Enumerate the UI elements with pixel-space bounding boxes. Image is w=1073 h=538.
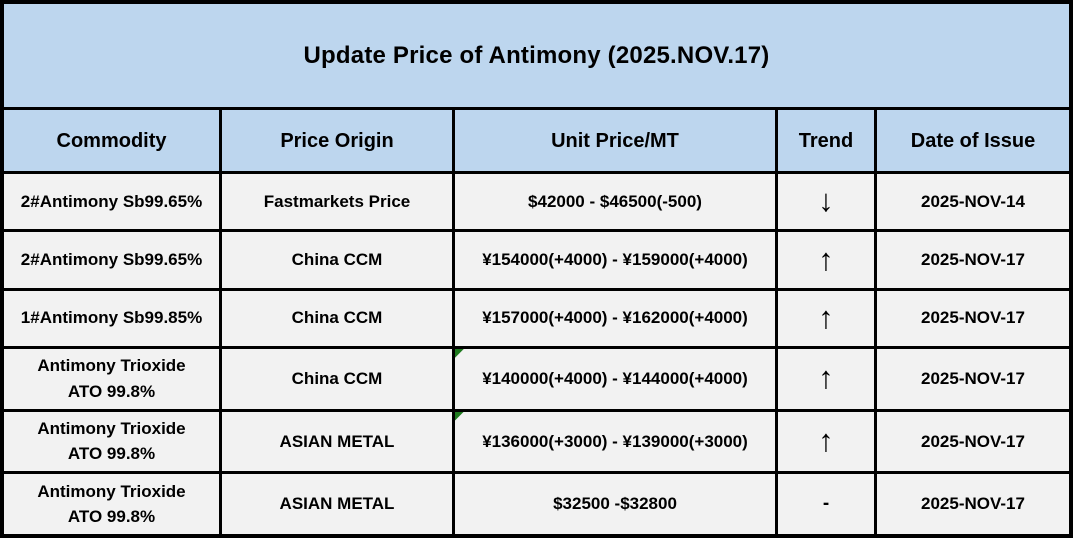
date-label: 2025-NOV-17 bbox=[921, 308, 1025, 328]
date-cell: 2025-NOV-17 bbox=[877, 474, 1069, 534]
origin-cell: ASIAN METAL bbox=[222, 474, 455, 534]
commodity-line: ATO 99.8% bbox=[67, 381, 156, 401]
trend-down-icon: ↓ bbox=[818, 183, 834, 219]
column-header-date: Date of Issue bbox=[910, 129, 1036, 152]
origin-label: ASIAN METAL bbox=[279, 494, 395, 514]
cell-flag-icon bbox=[455, 411, 464, 421]
date-cell: 2025-NOV-14 bbox=[877, 174, 1069, 229]
origin-cell: China CCM bbox=[222, 348, 455, 409]
column-header-unit-price: Unit Price/MT bbox=[455, 110, 778, 171]
commodity-line: ATO 99.8% bbox=[67, 507, 156, 527]
trend-cell: ↑ bbox=[778, 232, 877, 288]
commodity-cell: Antimony Trioxide ATO 99.8% bbox=[4, 411, 222, 472]
price-label: ¥157000(+4000) - ¥162000(+4000) bbox=[482, 308, 748, 328]
commodity-line: 2#Antimony Sb99.65% bbox=[20, 250, 203, 270]
price-label: $42000 - $46500(-500) bbox=[528, 191, 702, 211]
origin-cell: ASIAN METAL bbox=[222, 411, 455, 472]
commodity-cell: Antimony Trioxide ATO 99.8% bbox=[4, 348, 222, 409]
origin-label: China CCM bbox=[291, 308, 383, 328]
trend-up-icon: ↑ bbox=[818, 299, 834, 335]
date-label: 2025-NOV-17 bbox=[921, 368, 1025, 388]
date-label: 2025-NOV-14 bbox=[921, 191, 1025, 211]
table-row: Antimony Trioxide ATO 99.8% ASIAN METAL $… bbox=[4, 474, 1069, 534]
commodity-line: ATO 99.8% bbox=[67, 444, 156, 464]
origin-label: Fastmarkets Price bbox=[263, 191, 411, 211]
table-row: Antimony Trioxide ATO 99.8% ASIAN METAL ¥… bbox=[4, 411, 1069, 475]
date-cell: 2025-NOV-17 bbox=[877, 232, 1069, 287]
commodity-line: 1#Antimony Sb99.85% bbox=[20, 308, 203, 328]
cell-flag-icon bbox=[455, 348, 464, 358]
date-cell: 2025-NOV-17 bbox=[877, 412, 1069, 472]
price-cell: ¥154000(+4000) - ¥159000(+4000) bbox=[455, 232, 778, 288]
commodity-cell: Antimony Trioxide ATO 99.8% bbox=[4, 474, 222, 534]
price-label: $32500 -$32800 bbox=[553, 494, 677, 514]
origin-cell: Fastmarkets Price bbox=[222, 174, 455, 230]
date-cell: 2025-NOV-17 bbox=[877, 291, 1069, 346]
price-label: ¥154000(+4000) - ¥159000(+4000) bbox=[482, 250, 748, 270]
column-header-price-origin: Price Origin bbox=[222, 110, 455, 171]
origin-cell: China CCM bbox=[222, 232, 455, 288]
trend-up-icon: ↑ bbox=[818, 360, 834, 396]
price-cell: ¥157000(+4000) - ¥162000(+4000) bbox=[455, 290, 778, 346]
trend-cell: ↓ bbox=[778, 174, 877, 230]
table-row: Antimony Trioxide ATO 99.8% China CCM ¥14… bbox=[4, 348, 1069, 412]
trend-cell: ↑ bbox=[778, 411, 877, 472]
commodity-cell: 2#Antimony Sb99.65% bbox=[4, 232, 222, 288]
date-label: 2025-NOV-17 bbox=[921, 250, 1025, 270]
trend-cell: - bbox=[778, 474, 877, 534]
date-label: 2025-NOV-17 bbox=[921, 431, 1025, 451]
trend-flat-label: - bbox=[822, 492, 830, 514]
table-header: Commodity Price Origin Unit Price/MT Tre… bbox=[4, 110, 1069, 174]
commodity-cell: 1#Antimony Sb99.85% bbox=[4, 290, 222, 346]
trend-up-icon: ↑ bbox=[818, 241, 834, 277]
price-cell: ¥140000(+4000) - ¥144000(+4000) bbox=[455, 348, 778, 409]
date-cell: 2025-NOV-17 bbox=[877, 349, 1069, 409]
price-cell: ¥136000(+3000) - ¥139000(+3000) bbox=[455, 411, 778, 472]
trend-cell: ↑ bbox=[778, 290, 877, 346]
trend-up-icon: ↑ bbox=[818, 423, 834, 459]
origin-label: China CCM bbox=[291, 250, 383, 270]
commodity-line: 2#Antimony Sb99.65% bbox=[20, 191, 203, 211]
column-header-trend: Trend bbox=[778, 110, 877, 171]
origin-label: China CCM bbox=[291, 368, 383, 388]
commodity-line: Antimony Trioxide bbox=[37, 481, 186, 501]
commodity-cell: 2#Antimony Sb99.65% bbox=[4, 174, 222, 230]
origin-label: ASIAN METAL bbox=[279, 431, 395, 451]
price-cell: $32500 -$32800 bbox=[455, 474, 778, 534]
table-row: 2#Antimony Sb99.65% Fastmarkets Price $4… bbox=[4, 174, 1069, 233]
price-cell: $42000 - $46500(-500) bbox=[455, 174, 778, 230]
commodity-line: Antimony Trioxide bbox=[37, 418, 186, 438]
price-label: ¥140000(+4000) - ¥144000(+4000) bbox=[482, 368, 748, 388]
commodity-line: Antimony Trioxide bbox=[37, 356, 186, 376]
table-body: 2#Antimony Sb99.65% Fastmarkets Price $4… bbox=[4, 174, 1069, 534]
origin-cell: China CCM bbox=[222, 290, 455, 346]
column-header-commodity: Commodity bbox=[4, 110, 222, 171]
table-row: 2#Antimony Sb99.65% China CCM ¥154000(+4… bbox=[4, 232, 1069, 291]
table-row: 1#Antimony Sb99.85% China CCM ¥157000(+4… bbox=[4, 290, 1069, 349]
page-title: Update Price of Antimony (2025.NOV.17) bbox=[4, 4, 1069, 110]
price-label: ¥136000(+3000) - ¥139000(+3000) bbox=[482, 431, 748, 451]
date-label: 2025-NOV-17 bbox=[921, 494, 1025, 514]
trend-cell: ↑ bbox=[778, 348, 877, 409]
